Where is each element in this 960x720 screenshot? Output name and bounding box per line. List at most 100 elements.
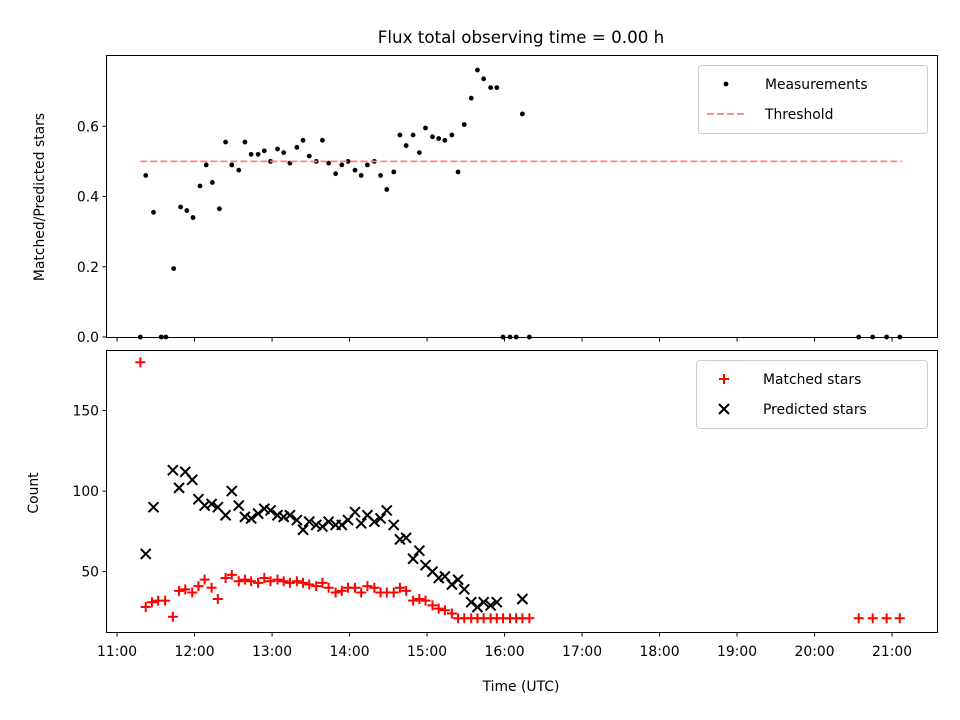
data-point (284, 509, 296, 521)
data-point (278, 576, 289, 587)
data-point (446, 608, 457, 619)
data-point (369, 582, 380, 593)
x-tick-label: 19:00 (717, 644, 757, 660)
data-point (317, 577, 328, 588)
data-point (303, 515, 315, 528)
data-point (442, 137, 448, 143)
data-point (239, 574, 250, 585)
data-point (197, 183, 203, 189)
data-point (345, 158, 351, 164)
data-point (853, 613, 864, 624)
data-point (330, 587, 341, 598)
data-point (281, 150, 287, 155)
data-point (236, 167, 242, 173)
data-point (468, 95, 474, 101)
data-point (416, 150, 422, 155)
data-point (407, 553, 419, 565)
data-point (187, 587, 198, 598)
data-point (461, 122, 467, 127)
data-point (481, 76, 487, 82)
data-point (298, 577, 309, 588)
data-point (220, 573, 231, 584)
data-point (374, 512, 387, 525)
data-point (147, 501, 160, 513)
data-point (423, 125, 428, 131)
data-point (294, 144, 300, 150)
data-point (439, 605, 450, 616)
top-y-axis-label: Matched/Predicted stars (32, 113, 48, 281)
bottom-legend: Matched stars Predicted stars (696, 360, 928, 429)
data-point (178, 204, 184, 210)
y-tick-label: 100 (72, 484, 99, 500)
data-point (190, 215, 196, 220)
data-point (358, 173, 364, 178)
legend-entry-threshold: Threshold (707, 107, 833, 123)
data-point (362, 581, 373, 592)
data-point (171, 266, 177, 271)
top-y-axis: 0.0 0.2 0.4 0.6 (77, 119, 107, 346)
data-point (867, 613, 878, 624)
top-panel: 0.0 0.2 0.4 0.6 Matched/Predicted stars Mea… (32, 55, 938, 346)
data-point (452, 573, 464, 586)
data-point (433, 603, 444, 614)
data-point (261, 148, 267, 154)
data-point (167, 611, 178, 622)
data-point (174, 585, 185, 596)
data-point (420, 595, 431, 606)
data-point (394, 582, 405, 593)
data-point (368, 515, 381, 528)
data-point (455, 169, 461, 175)
data-point (186, 474, 198, 486)
y-tick-label: 0.4 (77, 190, 99, 206)
legend-entry-predicted-stars: Predicted stars (718, 402, 867, 418)
legend-label: Predicted stars (763, 402, 867, 418)
data-point (349, 582, 360, 593)
data-point (223, 139, 228, 145)
data-point (475, 67, 480, 73)
data-point (300, 137, 306, 143)
y-tick-label: 150 (72, 404, 99, 420)
x-tick-label: 18:00 (640, 644, 680, 660)
data-point (403, 143, 409, 148)
x-tick-label: 17:00 (562, 644, 602, 660)
data-point (410, 132, 416, 138)
data-point (339, 162, 345, 168)
data-point (414, 593, 425, 604)
data-point (388, 587, 399, 598)
data-point (151, 209, 156, 215)
top-legend: Measurements Threshold (698, 65, 928, 134)
top-plot-area (137, 67, 903, 340)
y-tick-label: 0.0 (77, 330, 99, 346)
data-point (253, 577, 264, 588)
data-point (494, 85, 500, 91)
data-point (226, 569, 237, 580)
series-matched-stars (135, 357, 905, 624)
data-point (449, 132, 455, 138)
data-point (265, 576, 276, 587)
data-point (326, 160, 332, 166)
data-point (255, 151, 261, 157)
legend-label: Threshold (764, 107, 833, 123)
data-point (408, 595, 419, 606)
top-axes-frame (106, 55, 938, 338)
data-point (323, 582, 334, 593)
data-point (320, 137, 325, 143)
legend-box (696, 360, 928, 429)
data-point (275, 146, 280, 152)
series-predicted-stars (140, 464, 529, 613)
data-point (378, 173, 383, 178)
data-point (198, 499, 211, 512)
data-point (427, 600, 438, 611)
x-tick-label: 12:00 (175, 644, 215, 660)
legend-entry-matched-stars: Matched stars (719, 372, 861, 388)
data-point (219, 509, 232, 521)
data-point (413, 544, 426, 557)
data-point (160, 595, 171, 606)
data-point (381, 504, 393, 517)
bottom-y-axis: 50 100 150 (72, 404, 107, 581)
data-point (233, 499, 245, 512)
data-point (519, 111, 525, 117)
data-point (384, 187, 390, 192)
